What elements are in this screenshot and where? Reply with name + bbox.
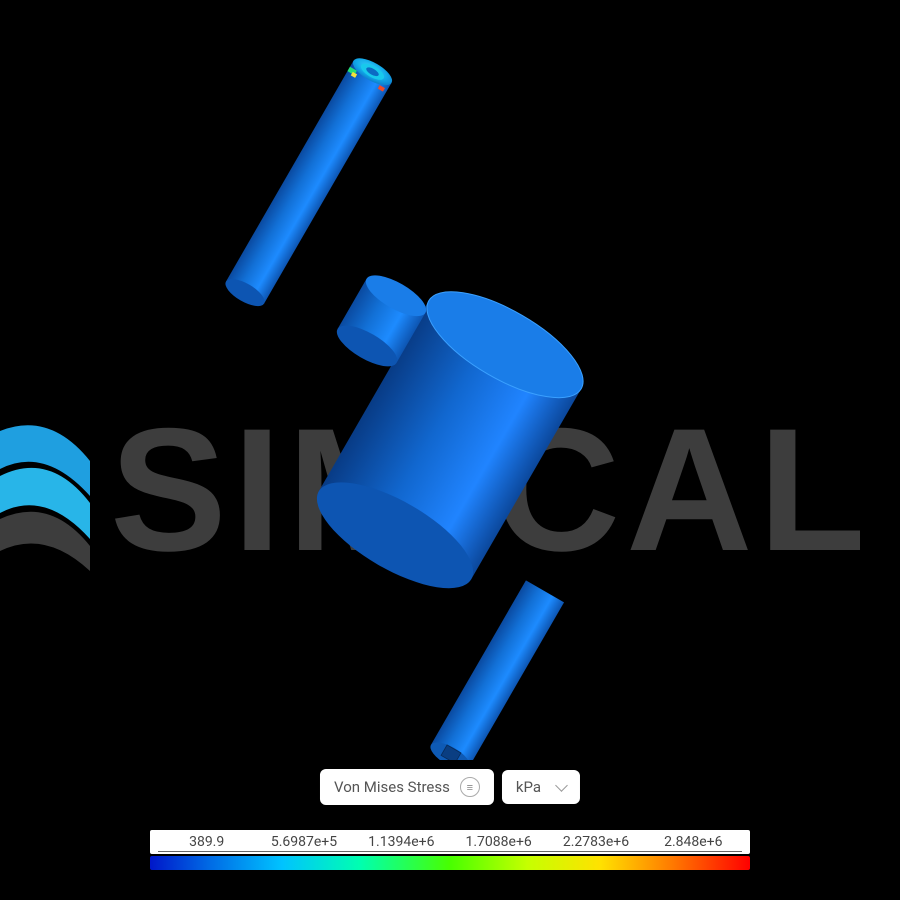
chevron-down-icon <box>555 779 568 792</box>
legend-tick: 2.848e+6 <box>645 834 742 852</box>
legend-tick: 1.1394e+6 <box>353 834 450 852</box>
legend-gradient-bar[interactable] <box>150 856 750 870</box>
list-icon: ≡ <box>460 777 480 797</box>
brand-watermark: SIM CAL <box>0 390 900 591</box>
quantity-selector[interactable]: Von Mises Stress ≡ <box>320 769 494 805</box>
brand-text: SIM CAL <box>110 390 871 591</box>
fea-model-render <box>160 40 740 760</box>
unit-label: kPa <box>516 778 541 796</box>
brand-logo-icon <box>0 401 90 581</box>
simulation-viewport[interactable]: SIM CAL <box>0 0 900 900</box>
legend-tick: 1.7088e+6 <box>450 834 547 852</box>
unit-selector[interactable]: kPa <box>502 770 580 804</box>
quantity-label: Von Mises Stress <box>334 778 450 796</box>
result-controls: Von Mises Stress ≡ kPa <box>320 769 580 805</box>
legend-tick: 2.2783e+6 <box>547 834 644 852</box>
legend-tick: 5.6987e+5 <box>255 834 352 852</box>
color-legend[interactable]: 389.9 5.6987e+5 1.1394e+6 1.7088e+6 2.27… <box>150 830 750 870</box>
legend-tick: 389.9 <box>158 834 255 852</box>
legend-tick-labels: 389.9 5.6987e+5 1.1394e+6 1.7088e+6 2.27… <box>150 830 750 854</box>
